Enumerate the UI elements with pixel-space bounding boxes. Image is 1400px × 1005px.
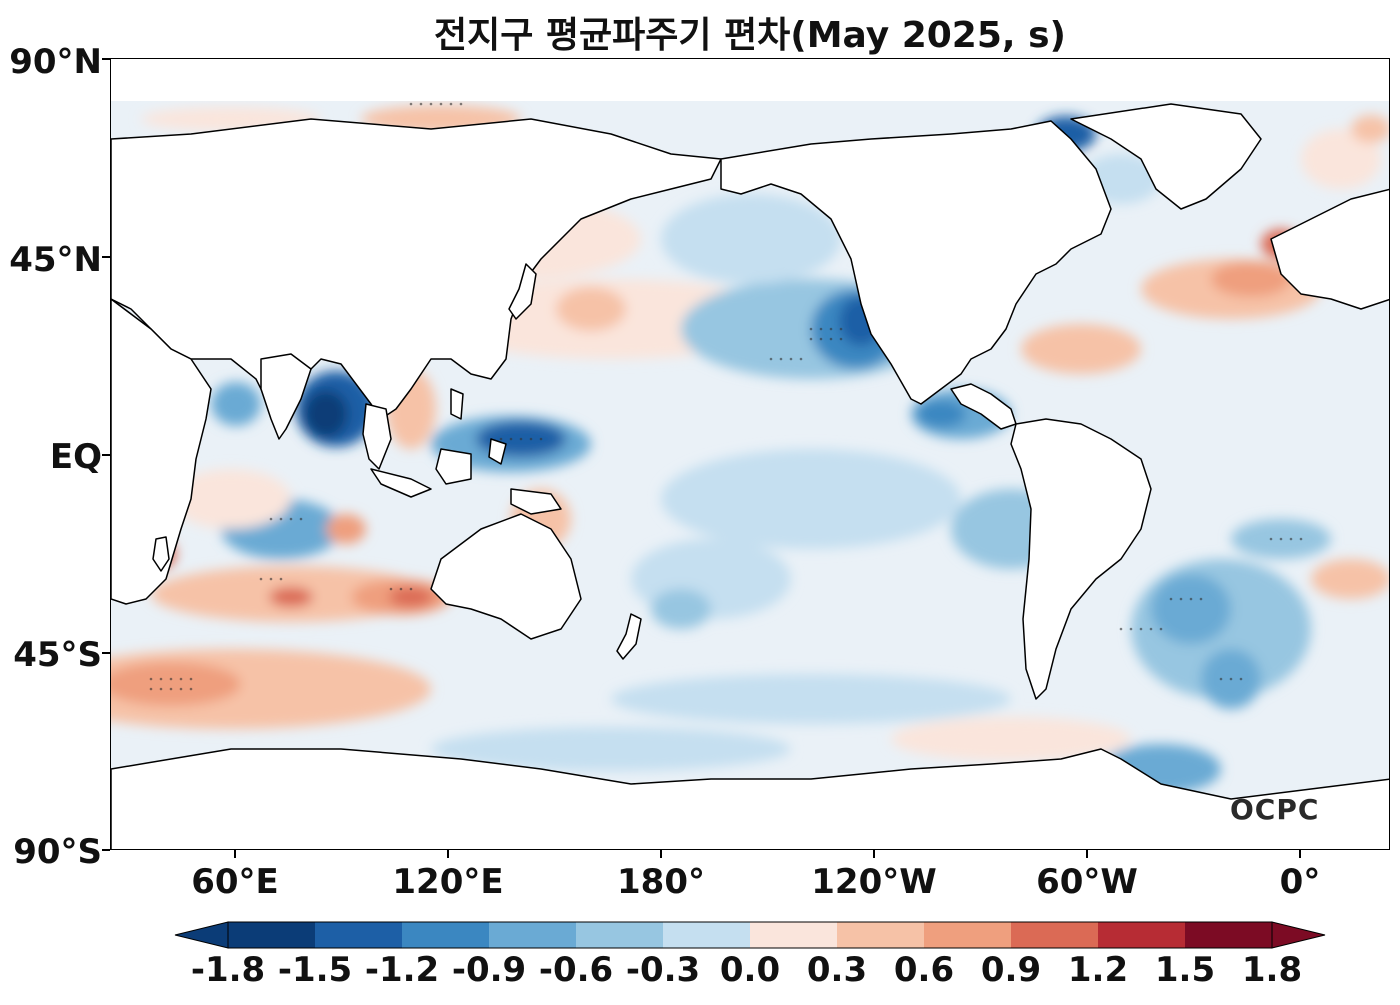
y-tick-label: 90°N xyxy=(9,42,102,82)
colorbar-segment xyxy=(315,922,402,948)
y-tick-label: 90°S xyxy=(13,832,102,872)
y-tick xyxy=(102,256,110,258)
colorbar-segment xyxy=(837,922,924,948)
colorbar-tick-label: 0.6 xyxy=(893,950,955,990)
x-tick-label: 0° xyxy=(1279,862,1321,902)
y-tick-label: 45°N xyxy=(9,240,102,280)
colorbar-tick-label: -0.3 xyxy=(625,950,701,990)
colorbar-segment xyxy=(1011,922,1098,948)
colorbar-extend-low xyxy=(174,921,229,949)
x-tick xyxy=(660,850,662,858)
colorbar-extend-high xyxy=(1271,921,1326,949)
x-tick xyxy=(873,850,875,858)
map-panel xyxy=(110,58,1390,850)
colorbar-tick-label: 1.5 xyxy=(1154,950,1216,990)
colorbar-tick-label: -0.6 xyxy=(538,950,614,990)
colorbar-segment xyxy=(750,922,837,948)
page-title: 전지구 평균파주기 편차(May 2025, s) xyxy=(433,15,1066,56)
colorbar-tick-label: -1.5 xyxy=(277,950,353,990)
colorbar xyxy=(174,921,1326,949)
y-tick xyxy=(102,652,110,654)
x-tick xyxy=(1299,850,1301,858)
x-tick-label: 60°E xyxy=(191,862,279,902)
y-tick xyxy=(102,849,110,851)
colorbar-segment xyxy=(924,922,1011,948)
x-tick xyxy=(1086,850,1088,858)
colorbar-segment xyxy=(576,922,663,948)
colorbar-tick-label: 0.3 xyxy=(806,950,868,990)
y-tick-label: EQ xyxy=(49,437,102,477)
colorbar-segment xyxy=(402,922,489,948)
x-tick-label: 180° xyxy=(617,862,705,902)
colorbar-tick-label: 1.2 xyxy=(1067,950,1129,990)
y-tick-label: 45°S xyxy=(13,635,102,675)
colorbar-segment xyxy=(489,922,576,948)
x-tick-label: 60°W xyxy=(1036,862,1138,902)
colorbar-segment xyxy=(228,922,315,948)
colorbar-segment xyxy=(1185,922,1272,948)
colorbar-tick-label: -1.8 xyxy=(190,950,266,990)
significance-dots xyxy=(149,102,1303,691)
ocpc-logo: OCPC xyxy=(1230,793,1320,826)
colorbar-tick-label: 0.0 xyxy=(719,950,781,990)
anomaly-map xyxy=(111,59,1389,849)
y-tick xyxy=(102,454,110,456)
colorbar-tick-label: 1.8 xyxy=(1241,950,1303,990)
colorbar-segment xyxy=(663,922,750,948)
x-tick xyxy=(447,850,449,858)
x-tick xyxy=(234,850,236,858)
colorbar-frame xyxy=(227,921,1273,949)
y-tick xyxy=(102,58,110,60)
x-tick-label: 120°W xyxy=(811,862,937,902)
colorbar-tick-label: -1.2 xyxy=(364,950,440,990)
colorbar-tick-label: 0.9 xyxy=(980,950,1042,990)
land xyxy=(111,59,1389,849)
colorbar-tick-label: -0.9 xyxy=(451,950,527,990)
colorbar-segment xyxy=(1098,922,1185,948)
x-tick-label: 120°E xyxy=(392,862,504,902)
